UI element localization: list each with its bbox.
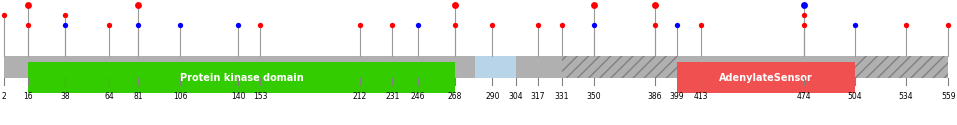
Text: Protein kinase domain: Protein kinase domain (180, 73, 303, 83)
Text: 386: 386 (648, 92, 662, 101)
Text: 559: 559 (941, 92, 956, 101)
Text: 474: 474 (797, 92, 812, 101)
Bar (562, 56, 677, 78)
Bar (855, 56, 948, 78)
Text: 231: 231 (385, 92, 399, 101)
Text: 304: 304 (509, 92, 523, 101)
Text: 399: 399 (670, 92, 684, 101)
Text: 246: 246 (411, 92, 425, 101)
Text: 140: 140 (231, 92, 245, 101)
Text: 534: 534 (899, 92, 913, 101)
Text: 350: 350 (587, 92, 601, 101)
Text: 64: 64 (104, 92, 114, 101)
Text: 38: 38 (60, 92, 70, 101)
Text: 268: 268 (448, 92, 462, 101)
Text: 331: 331 (554, 92, 569, 101)
FancyBboxPatch shape (28, 62, 455, 93)
Text: 2: 2 (2, 92, 7, 101)
Text: 212: 212 (353, 92, 367, 101)
Text: 81: 81 (133, 92, 143, 101)
FancyBboxPatch shape (4, 56, 948, 78)
FancyBboxPatch shape (872, 56, 906, 78)
FancyBboxPatch shape (476, 56, 516, 78)
Text: 317: 317 (531, 92, 545, 101)
Text: 106: 106 (173, 92, 188, 101)
FancyBboxPatch shape (677, 62, 855, 93)
Text: 153: 153 (253, 92, 267, 101)
Text: 290: 290 (485, 92, 500, 101)
Text: 504: 504 (848, 92, 862, 101)
Text: 16: 16 (23, 92, 33, 101)
Text: 413: 413 (694, 92, 708, 101)
Text: AdenylateSensor: AdenylateSensor (720, 73, 812, 83)
